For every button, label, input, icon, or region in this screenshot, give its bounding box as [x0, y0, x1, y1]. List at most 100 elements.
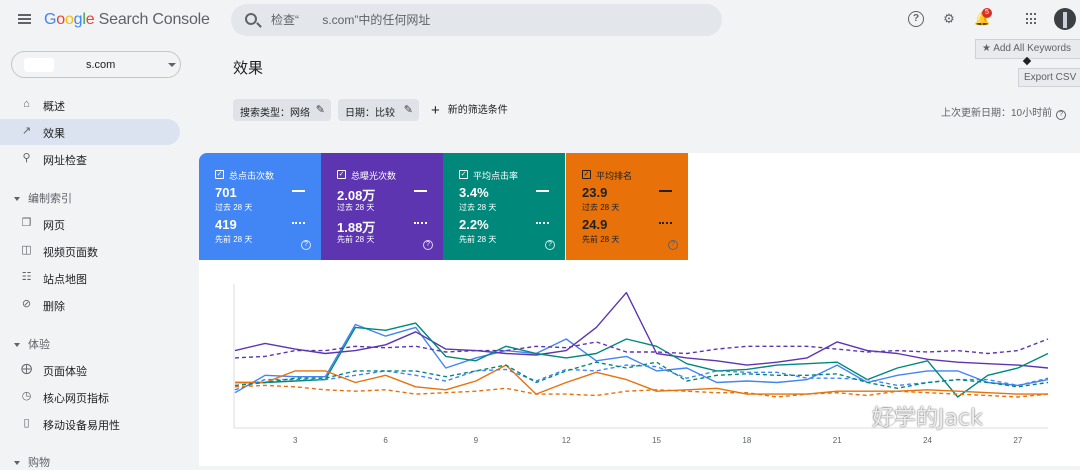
- series-line-3-solid: [235, 364, 1048, 395]
- new-filter-button[interactable]: + 新的筛选条件: [431, 101, 508, 119]
- solid-line-legend-icon: [659, 190, 672, 192]
- metric-current-value: 701: [215, 185, 237, 200]
- metric-previous-value: 24.9: [582, 217, 608, 232]
- x-tick-label: 27: [1013, 436, 1022, 445]
- x-tick-label: 24: [923, 436, 932, 445]
- x-tick-label: 3: [293, 436, 298, 445]
- sidebar-item-core-web-vitals[interactable]: ◷ 核心网页指标: [0, 384, 180, 410]
- property-favicon: [24, 58, 54, 72]
- dashed-line-legend-icon: [536, 222, 549, 224]
- sidebar-item-page-experience[interactable]: ⨁ 页面体验: [0, 357, 180, 383]
- search-icon: ⚲: [22, 152, 31, 164]
- filter-chip-date[interactable]: 日期：比较 ✎: [338, 99, 419, 121]
- series-line-2-solid: [235, 322, 1049, 398]
- menu-icon[interactable]: [18, 14, 31, 24]
- chevron-down-icon: [14, 343, 20, 348]
- solid-line-legend-icon: [414, 190, 427, 192]
- metric-previous-value: 419: [215, 217, 237, 232]
- sidebar-item-label: 删除: [43, 301, 65, 313]
- metric-current-period: 过去 28 天: [337, 203, 375, 212]
- metric-previous-period: 先前 28 天: [459, 235, 497, 244]
- url-inspection-search[interactable]: [231, 4, 722, 36]
- logo-product-text: Search Console: [98, 11, 210, 28]
- checkbox-checked-icon[interactable]: ✓: [337, 170, 346, 179]
- section-experience[interactable]: 体验: [14, 336, 50, 352]
- help-icon[interactable]: ?: [668, 240, 678, 250]
- metric-average-position[interactable]: ✓ 平均排名 23.9 过去 28 天 24.9 先前 28 天 ?: [566, 153, 688, 260]
- performance-line-chart[interactable]: 3 6 9 12 15 18 21 24 27: [199, 275, 1080, 466]
- sidebar-item-mobile-usability[interactable]: ▯ 移动设备易用性: [0, 411, 180, 437]
- metric-current-period: 过去 28 天: [582, 203, 620, 212]
- sidebar-item-video-pages[interactable]: ◫ 视频页面数: [0, 238, 180, 264]
- filter-chip-label: 搜索类型：网络: [240, 108, 310, 119]
- removal-icon: ⊘: [21, 298, 32, 310]
- sidebar-item-removals[interactable]: ⊘ 删除: [0, 292, 180, 318]
- trending-up-icon: ↗: [21, 125, 32, 137]
- filter-chip-search-type[interactable]: 搜索类型：网络 ✎: [233, 99, 331, 121]
- section-label: 购物: [28, 457, 50, 469]
- metric-previous-value: 1.88万: [337, 220, 376, 235]
- add-all-keywords-button[interactable]: ★ Add All Keywords: [975, 39, 1080, 59]
- sidebar-item-label: 移动设备易用性: [43, 420, 120, 432]
- help-icon[interactable]: ?: [1056, 110, 1067, 120]
- edit-icon: ✎: [403, 104, 413, 116]
- avatar[interactable]: [1054, 8, 1076, 30]
- x-tick-label: 9: [474, 436, 479, 445]
- search-input[interactable]: [271, 10, 691, 30]
- section-indexing[interactable]: 编制索引: [14, 190, 72, 206]
- sidebar-item-url-inspection[interactable]: ⚲ 网址检查: [0, 146, 180, 172]
- video-pages-icon: ◫: [21, 244, 32, 256]
- sidebar-item-performance[interactable]: ↗ 效果: [0, 119, 180, 145]
- metric-title: 总曝光次数: [351, 171, 397, 181]
- sitemap-icon: ☷: [21, 271, 32, 283]
- apps-grid-icon[interactable]: [1026, 13, 1038, 25]
- metric-total-impressions[interactable]: ✓ 总曝光次数 2.08万 过去 28 天 1.88万 先前 28 天 ?: [321, 153, 443, 260]
- people-settings-icon[interactable]: ⚙: [943, 11, 955, 26]
- metric-current-period: 过去 28 天: [215, 203, 253, 212]
- section-shopping[interactable]: 购物: [14, 454, 50, 470]
- help-icon[interactable]: ?: [545, 240, 555, 250]
- metric-title: 平均点击率: [473, 171, 519, 181]
- plus-icon: +: [431, 102, 440, 119]
- search-icon: [245, 13, 257, 25]
- checkbox-checked-icon[interactable]: ✓: [582, 170, 591, 179]
- metric-title: 总点击次数: [229, 171, 275, 181]
- sidebar-item-label: 核心网页指标: [43, 393, 109, 405]
- series-line-0-solid: [234, 323, 1049, 394]
- help-icon[interactable]: ?: [301, 240, 311, 250]
- chevron-down-icon: [14, 197, 20, 202]
- series-line-4-dashed: [234, 364, 1049, 391]
- filter-chip-label: 日期：比较: [345, 108, 395, 119]
- x-tick-label: 12: [562, 436, 571, 445]
- dashed-line-legend-icon: [659, 222, 672, 224]
- metric-previous-period: 先前 28 天: [582, 235, 620, 244]
- metric-title: 平均排名: [596, 171, 633, 181]
- export-csv-button[interactable]: Export CSV: [1018, 68, 1080, 87]
- mobile-icon: ▯: [23, 417, 30, 429]
- metric-previous-value: 2.2%: [459, 217, 489, 232]
- help-icon[interactable]: ?: [908, 11, 924, 27]
- edit-icon: ✎: [315, 104, 325, 116]
- page-title: 效果: [233, 60, 264, 77]
- sidebar-item-sitemaps[interactable]: ☷ 站点地图: [0, 265, 180, 291]
- checkbox-checked-icon[interactable]: ✓: [215, 170, 224, 179]
- section-label: 编制索引: [28, 193, 72, 205]
- property-selector[interactable]: s.com: [11, 51, 181, 78]
- home-icon: ⌂: [23, 98, 30, 110]
- checkbox-checked-icon[interactable]: ✓: [459, 170, 468, 179]
- metric-total-clicks[interactable]: ✓ 总点击次数 701 过去 28 天 419 先前 28 天 ?: [199, 153, 321, 260]
- solid-line-legend-icon: [536, 190, 549, 192]
- sidebar-item-label: 站点地图: [43, 274, 87, 286]
- dashed-line-legend-icon: [414, 222, 427, 224]
- x-tick-label: 18: [742, 436, 751, 445]
- product-logo[interactable]: Google Search Console: [44, 11, 210, 29]
- sidebar-item-label: 网址检查: [43, 155, 87, 167]
- help-icon[interactable]: ?: [423, 240, 433, 250]
- metric-average-ctr[interactable]: ✓ 平均点击率 3.4% 过去 28 天 2.2% 先前 28 天 ?: [443, 153, 565, 260]
- property-domain: s.com: [86, 59, 116, 71]
- sidebar-item-pages[interactable]: ❐ 网页: [0, 211, 180, 237]
- sidebar-item-overview[interactable]: ⌂ 概述: [0, 92, 180, 118]
- series-line-5-dashed: [234, 338, 1049, 359]
- section-label: 体验: [28, 339, 50, 351]
- sidebar-item-label: 网页: [43, 220, 65, 232]
